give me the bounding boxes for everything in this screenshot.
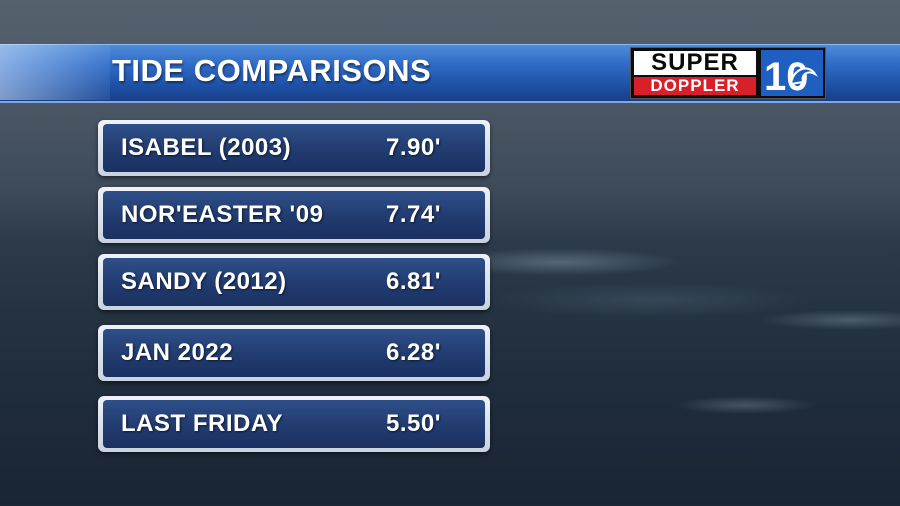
tide-label: ISABEL (2003) [121,134,292,161]
tide-value: 6.81' [386,268,441,295]
tide-value: 7.90' [386,134,441,161]
logo-doppler-text: DOPPLER [634,77,756,95]
tide-label: LAST FRIDAY [121,410,283,437]
tide-label: JAN 2022 [121,339,234,366]
tide-value: 5.50' [386,410,441,437]
tide-row-jan-2022: JAN 2022 6.28' [98,325,490,381]
tide-label: NOR'EASTER '09 [121,201,324,228]
logo-wave-icon: 10 [761,50,823,96]
tide-row-noreaster: NOR'EASTER '09 7.74' [98,187,490,243]
logo-super-text: SUPER [634,51,756,75]
tide-value: 6.28' [386,339,441,366]
tide-row-sandy: SANDY (2012) 6.81' [98,254,490,310]
page-title: TIDE COMPARISONS [112,53,432,88]
tide-row-isabel: ISABEL (2003) 7.90' [98,120,490,176]
tide-label: SANDY (2012) [121,268,287,295]
tide-row-last-friday: LAST FRIDAY 5.50' [98,396,490,452]
station-logo: SUPER DOPPLER 10 [630,47,826,99]
tide-value: 7.74' [386,201,441,228]
header-accent [0,44,110,100]
